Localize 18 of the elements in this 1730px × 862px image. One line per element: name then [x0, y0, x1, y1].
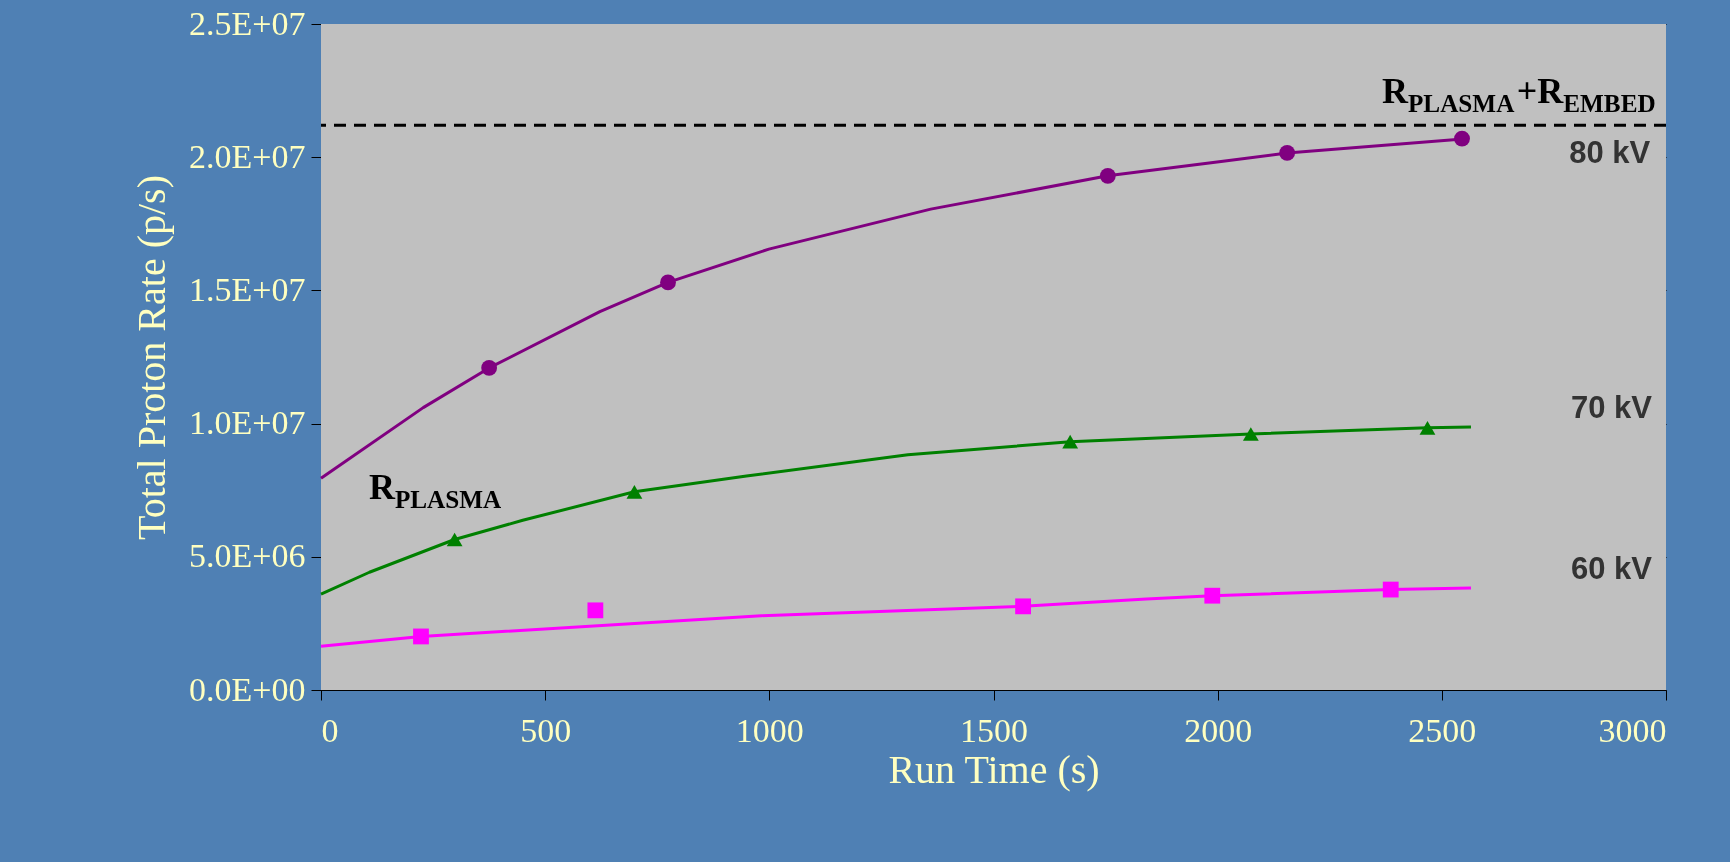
x-tick-label: 2500: [1408, 711, 1477, 749]
x-tick-label: 0: [321, 711, 339, 749]
y-tick-label: 2.0E+07: [189, 137, 306, 175]
x-tick-label: 1500: [960, 711, 1028, 749]
y-tick-label: 2.5E+07: [189, 4, 306, 42]
x-tick-label: 3000: [1598, 711, 1667, 749]
text: 70 kV: [1570, 390, 1653, 426]
text: 80 kV: [1569, 134, 1651, 170]
y-tick-label: 5.0E+06: [189, 537, 306, 575]
y-tick-label: 1.5E+07: [189, 270, 306, 308]
text: 60 kV: [1570, 550, 1653, 586]
x-axis-title: Run Time (s): [888, 746, 1100, 792]
y-axis-title: Total Proton Rate (p/s): [129, 175, 175, 540]
x-tick-label: 500: [520, 711, 572, 749]
x-tick-label: 2000: [1184, 711, 1253, 749]
y-tick-label: 0.0E+00: [189, 670, 306, 708]
y-tick-label: 1.0E+07: [189, 404, 306, 442]
x-tick-label: 1000: [735, 711, 804, 749]
